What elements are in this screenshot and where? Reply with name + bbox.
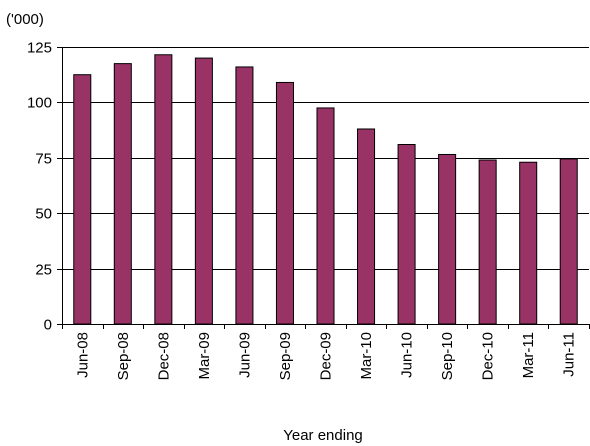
y-tick-labels: 0 25 50 75 100 125 [27, 40, 52, 334]
x-tick-label: Mar-10 [358, 332, 375, 380]
bar-jun-10 [397, 144, 416, 325]
x-tick-label: Sep-10 [439, 332, 456, 380]
bars [73, 54, 578, 325]
bar-mar-11 [519, 161, 538, 325]
x-tick-label: Sep-09 [277, 332, 294, 380]
axes [57, 47, 590, 329]
x-tick-label: Dec-10 [480, 332, 497, 380]
bar-sep-10 [438, 153, 457, 325]
x-tick-label: Jun-08 [74, 332, 91, 378]
bar-sep-09 [275, 81, 294, 325]
bar-jun-08 [73, 74, 92, 325]
y-tick-label: 75 [35, 151, 52, 168]
x-tick-label: Mar-11 [520, 332, 537, 378]
x-tick-label: Dec-09 [318, 332, 335, 380]
x-tick-label: Jun-11 [561, 332, 578, 377]
y-tick-label: 50 [35, 206, 52, 223]
bar-mar-10 [357, 128, 376, 325]
x-tick-label: Jun-10 [399, 332, 416, 378]
x-tick-labels: Jun-08 Sep-08 Dec-08 Mar-09 Jun-09 Sep-09 Dec-… [74, 332, 577, 380]
y-tick-label: 25 [35, 262, 52, 279]
x-tick-label: Mar-09 [196, 332, 213, 380]
bar-dec-09 [316, 107, 335, 325]
bar-sep-08 [113, 63, 132, 325]
bar-dec-08 [154, 54, 173, 325]
bar-jun-11 [559, 158, 578, 325]
bar-jun-09 [235, 66, 254, 325]
y-tick-label: 125 [27, 40, 52, 57]
bar-mar-09 [194, 57, 213, 325]
x-tick-label: Dec-08 [155, 332, 172, 380]
x-axis-title: Year ending [283, 427, 363, 444]
y-unit-label: ('000) [6, 11, 44, 28]
y-tick-label: 0 [44, 317, 52, 334]
bar-dec-10 [478, 159, 497, 325]
x-tick-label: Jun-09 [236, 332, 253, 378]
x-tick-label: Sep-08 [115, 332, 132, 380]
y-tick-label: 100 [27, 95, 52, 112]
